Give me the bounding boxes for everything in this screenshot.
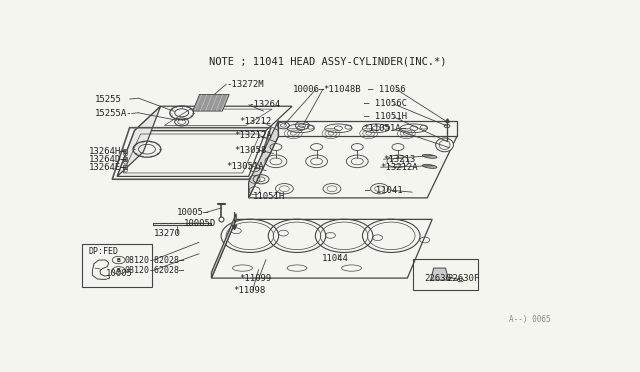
Polygon shape: [117, 106, 161, 176]
Text: -13264: -13264: [249, 100, 281, 109]
Text: 13270: 13270: [154, 229, 180, 238]
Polygon shape: [117, 131, 266, 176]
Text: *13213: *13213: [383, 155, 416, 164]
Polygon shape: [164, 109, 272, 125]
Ellipse shape: [436, 138, 454, 152]
Text: *13212A: *13212A: [234, 131, 271, 140]
Text: 11051H: 11051H: [253, 192, 285, 201]
Ellipse shape: [422, 154, 437, 158]
Text: 10005—: 10005—: [177, 208, 209, 217]
Polygon shape: [278, 121, 457, 136]
Polygon shape: [249, 136, 457, 198]
Text: — 11056C: — 11056C: [364, 99, 406, 108]
Text: 10005: 10005: [106, 269, 132, 278]
Text: 15255A-: 15255A-: [95, 109, 132, 118]
Polygon shape: [211, 214, 236, 278]
Ellipse shape: [422, 164, 437, 169]
Polygon shape: [134, 106, 292, 131]
Polygon shape: [249, 121, 278, 198]
Polygon shape: [211, 219, 432, 278]
Text: A--) 0065: A--) 0065: [509, 315, 550, 324]
Text: *11098: *11098: [233, 286, 265, 295]
Text: *11099: *11099: [239, 275, 271, 283]
Text: NOTE ; 11041 HEAD ASSY-CYLINDER(INC.*): NOTE ; 11041 HEAD ASSY-CYLINDER(INC.*): [209, 57, 447, 67]
Text: 08120-62028—: 08120-62028—: [125, 266, 184, 275]
Text: *13212: *13212: [239, 118, 271, 126]
Text: *13058: *13058: [234, 145, 266, 154]
Text: *13051A: *13051A: [227, 161, 264, 171]
Polygon shape: [431, 268, 449, 280]
Text: DP:FED: DP:FED: [89, 247, 119, 256]
Text: -13272M: -13272M: [227, 80, 264, 89]
Text: 10006—: 10006—: [293, 84, 326, 93]
Text: — 11041: — 11041: [365, 186, 403, 195]
Text: 13264D—: 13264D—: [89, 155, 127, 164]
Text: *13212A: *13212A: [381, 163, 418, 172]
Text: B: B: [117, 268, 120, 273]
Text: 15255: 15255: [95, 94, 122, 103]
Text: 10005D: 10005D: [184, 219, 216, 228]
Text: B: B: [117, 257, 120, 263]
Text: — 11051H: — 11051H: [364, 112, 406, 121]
Text: *11048B: *11048B: [323, 84, 361, 93]
Text: 22630F: 22630F: [447, 273, 479, 283]
Text: 13264E—: 13264E—: [89, 163, 127, 172]
Text: — 11056: — 11056: [367, 84, 405, 93]
Text: 13264H—: 13264H—: [89, 147, 127, 156]
Polygon shape: [193, 94, 229, 111]
Text: 11044: 11044: [322, 254, 349, 263]
Text: 08120-82028—: 08120-82028—: [125, 256, 184, 264]
Text: *11051A—: *11051A—: [364, 124, 406, 133]
Text: 22630: 22630: [425, 273, 452, 283]
